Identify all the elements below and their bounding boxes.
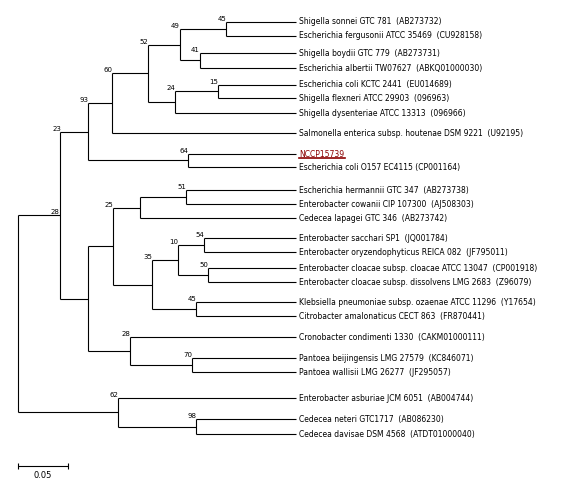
Text: Enterobacter sacchari SP1  (JQ001784): Enterobacter sacchari SP1 (JQ001784) bbox=[299, 234, 448, 243]
Text: 64: 64 bbox=[179, 148, 188, 154]
Text: 15: 15 bbox=[209, 79, 218, 85]
Text: 23: 23 bbox=[52, 126, 61, 132]
Text: 62: 62 bbox=[109, 392, 118, 398]
Text: Escherichia fergusonii ATCC 35469  (CU928158): Escherichia fergusonii ATCC 35469 (CU928… bbox=[299, 31, 482, 41]
Text: Enterobacter cowanii CIP 107300  (AJ508303): Enterobacter cowanii CIP 107300 (AJ50830… bbox=[299, 199, 474, 209]
Text: Citrobacter amalonaticus CECT 863  (FR870441): Citrobacter amalonaticus CECT 863 (FR870… bbox=[299, 312, 485, 320]
Text: Cedecea lapagei GTC 346  (AB273742): Cedecea lapagei GTC 346 (AB273742) bbox=[299, 214, 447, 222]
Text: Enterobacter oryzendophyticus REICA 082  (JF795011): Enterobacter oryzendophyticus REICA 082 … bbox=[299, 247, 508, 256]
Text: 51: 51 bbox=[177, 184, 186, 190]
Text: Pantoea wallisii LMG 26277  (JF295057): Pantoea wallisii LMG 26277 (JF295057) bbox=[299, 368, 451, 376]
Text: 54: 54 bbox=[195, 232, 204, 238]
Text: 50: 50 bbox=[199, 262, 208, 268]
Text: 35: 35 bbox=[143, 254, 152, 260]
Text: 25: 25 bbox=[104, 201, 113, 207]
Text: Cedecea davisae DSM 4568  (ATDT01000040): Cedecea davisae DSM 4568 (ATDT01000040) bbox=[299, 430, 475, 439]
Text: Enterobacter asburiae JCM 6051  (AB004744): Enterobacter asburiae JCM 6051 (AB004744… bbox=[299, 393, 473, 402]
Text: 24: 24 bbox=[166, 85, 175, 92]
Text: Shigella dysenteriae ATCC 13313  (096966): Shigella dysenteriae ATCC 13313 (096966) bbox=[299, 108, 466, 118]
Text: Shigella boydii GTC 779  (AB273731): Shigella boydii GTC 779 (AB273731) bbox=[299, 49, 440, 57]
Text: Cedecea neteri GTC1717  (AB086230): Cedecea neteri GTC1717 (AB086230) bbox=[299, 415, 444, 423]
Text: 49: 49 bbox=[171, 23, 180, 29]
Text: Escherichia albertii TW07627  (ABKQ01000030): Escherichia albertii TW07627 (ABKQ010000… bbox=[299, 64, 482, 73]
Text: Escherichia coli KCTC 2441  (EU014689): Escherichia coli KCTC 2441 (EU014689) bbox=[299, 80, 452, 90]
Text: 52: 52 bbox=[139, 39, 148, 45]
Text: 10: 10 bbox=[169, 239, 178, 245]
Text: Escherichia coli O157 EC4115 (CP001164): Escherichia coli O157 EC4115 (CP001164) bbox=[299, 163, 460, 172]
Text: Shigella flexneri ATCC 29903  (096963): Shigella flexneri ATCC 29903 (096963) bbox=[299, 94, 450, 102]
Text: 60: 60 bbox=[103, 68, 112, 74]
Text: Enterobacter cloacae subsp. cloacae ATCC 13047  (CP001918): Enterobacter cloacae subsp. cloacae ATCC… bbox=[299, 264, 537, 272]
Text: Pantoea beijingensis LMG 27579  (KC846071): Pantoea beijingensis LMG 27579 (KC846071… bbox=[299, 353, 473, 363]
Text: 28: 28 bbox=[50, 209, 59, 215]
Text: 28: 28 bbox=[121, 331, 130, 337]
Text: 0.05: 0.05 bbox=[34, 471, 52, 480]
Text: 93: 93 bbox=[79, 97, 88, 103]
Text: NCCP15739: NCCP15739 bbox=[299, 149, 344, 158]
Text: Shigella sonnei GTC 781  (AB273732): Shigella sonnei GTC 781 (AB273732) bbox=[299, 18, 441, 26]
Text: 45: 45 bbox=[187, 296, 196, 302]
Text: Escherichia hermannii GTC 347  (AB273738): Escherichia hermannii GTC 347 (AB273738) bbox=[299, 186, 469, 195]
Text: Enterobacter cloacae subsp. dissolvens LMG 2683  (Z96079): Enterobacter cloacae subsp. dissolvens L… bbox=[299, 277, 531, 287]
Text: Cronobacter condimenti 1330  (CAKM01000111): Cronobacter condimenti 1330 (CAKM0100011… bbox=[299, 333, 485, 342]
Text: Salmonella enterica subsp. houtenae DSM 9221  (U92195): Salmonella enterica subsp. houtenae DSM … bbox=[299, 128, 523, 138]
Text: 45: 45 bbox=[218, 16, 226, 22]
Text: 98: 98 bbox=[187, 413, 196, 419]
Text: 70: 70 bbox=[183, 352, 192, 358]
Text: 41: 41 bbox=[191, 47, 200, 53]
Text: Klebsiella pneumoniae subsp. ozaenae ATCC 11296  (Y17654): Klebsiella pneumoniae subsp. ozaenae ATC… bbox=[299, 297, 536, 307]
